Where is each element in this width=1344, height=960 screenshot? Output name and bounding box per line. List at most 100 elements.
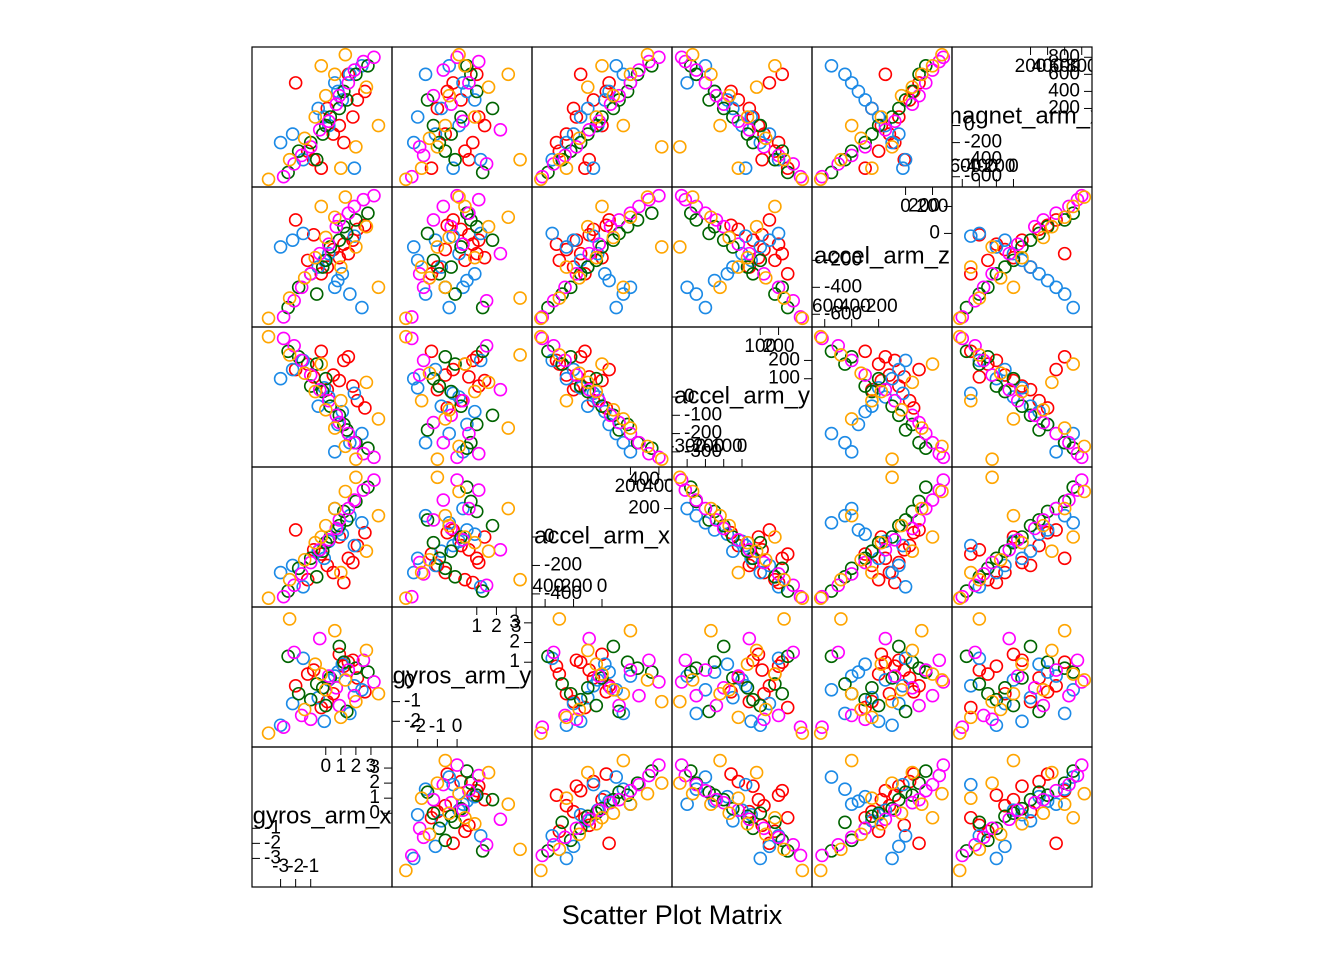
point — [793, 720, 808, 735]
point — [1015, 233, 1029, 247]
point — [450, 50, 464, 65]
point — [731, 791, 746, 805]
point — [337, 655, 351, 670]
point — [738, 229, 753, 243]
point — [936, 675, 951, 689]
point — [603, 681, 618, 695]
point — [887, 114, 902, 129]
point — [436, 199, 451, 214]
point — [963, 260, 978, 274]
point — [885, 694, 899, 709]
point — [1028, 681, 1042, 695]
point — [885, 718, 899, 733]
point — [467, 110, 482, 124]
point — [716, 639, 731, 654]
point — [438, 561, 453, 576]
point — [438, 118, 453, 133]
tick-label: -200 — [555, 576, 593, 597]
point — [1002, 542, 1017, 557]
point — [972, 353, 987, 368]
point — [865, 681, 879, 695]
point — [612, 698, 626, 713]
point — [793, 310, 808, 324]
point — [905, 788, 920, 802]
point — [422, 552, 437, 567]
point — [297, 131, 312, 146]
point — [678, 653, 693, 668]
point — [652, 758, 666, 772]
point — [1057, 706, 1072, 721]
point — [513, 152, 527, 167]
point — [925, 688, 940, 703]
point — [418, 435, 433, 450]
point — [1023, 518, 1038, 533]
point — [704, 623, 718, 638]
point — [452, 439, 466, 454]
point — [963, 229, 978, 243]
point — [569, 779, 584, 793]
point — [674, 188, 689, 203]
point — [1028, 521, 1042, 536]
point — [654, 452, 669, 466]
tick-label: 400 — [1032, 56, 1064, 77]
point — [887, 803, 902, 818]
point — [1062, 493, 1076, 507]
tick-label: 200 — [908, 195, 940, 216]
point — [338, 673, 353, 687]
point — [709, 698, 724, 713]
point — [572, 131, 587, 146]
point — [865, 694, 879, 709]
point — [586, 777, 601, 792]
point — [261, 591, 276, 605]
point — [844, 501, 859, 516]
point — [844, 669, 859, 683]
point — [406, 565, 421, 580]
point — [894, 806, 909, 821]
point — [680, 280, 694, 295]
point — [1032, 267, 1046, 281]
point — [462, 206, 476, 221]
point — [865, 804, 879, 819]
point — [592, 393, 606, 408]
point — [972, 226, 987, 241]
point — [1045, 544, 1059, 559]
point — [466, 353, 480, 368]
point — [749, 80, 764, 94]
point — [414, 161, 429, 175]
point — [410, 807, 425, 822]
point — [838, 357, 852, 371]
panel — [813, 753, 951, 878]
point — [454, 399, 468, 413]
point — [446, 538, 460, 553]
point — [925, 435, 940, 450]
point — [426, 88, 441, 103]
tick-label: 0 — [452, 716, 463, 737]
panel — [534, 612, 669, 740]
point — [768, 59, 782, 73]
point — [418, 287, 433, 301]
point — [898, 579, 913, 594]
point — [349, 470, 363, 485]
point — [566, 233, 581, 247]
point — [1015, 816, 1029, 831]
point — [972, 677, 987, 691]
point — [456, 803, 470, 818]
point — [713, 753, 727, 768]
point — [430, 140, 445, 154]
point — [287, 645, 301, 660]
tick-label: -400 — [824, 276, 862, 297]
point — [350, 538, 365, 553]
point — [297, 552, 312, 567]
point — [707, 655, 722, 670]
point — [744, 714, 758, 729]
point — [573, 821, 588, 836]
point — [359, 219, 374, 234]
point — [438, 508, 453, 523]
point — [309, 357, 324, 371]
point — [1066, 300, 1080, 315]
point — [341, 246, 356, 261]
point — [444, 809, 458, 824]
point — [448, 570, 462, 584]
point — [1032, 774, 1046, 789]
point — [740, 657, 755, 672]
